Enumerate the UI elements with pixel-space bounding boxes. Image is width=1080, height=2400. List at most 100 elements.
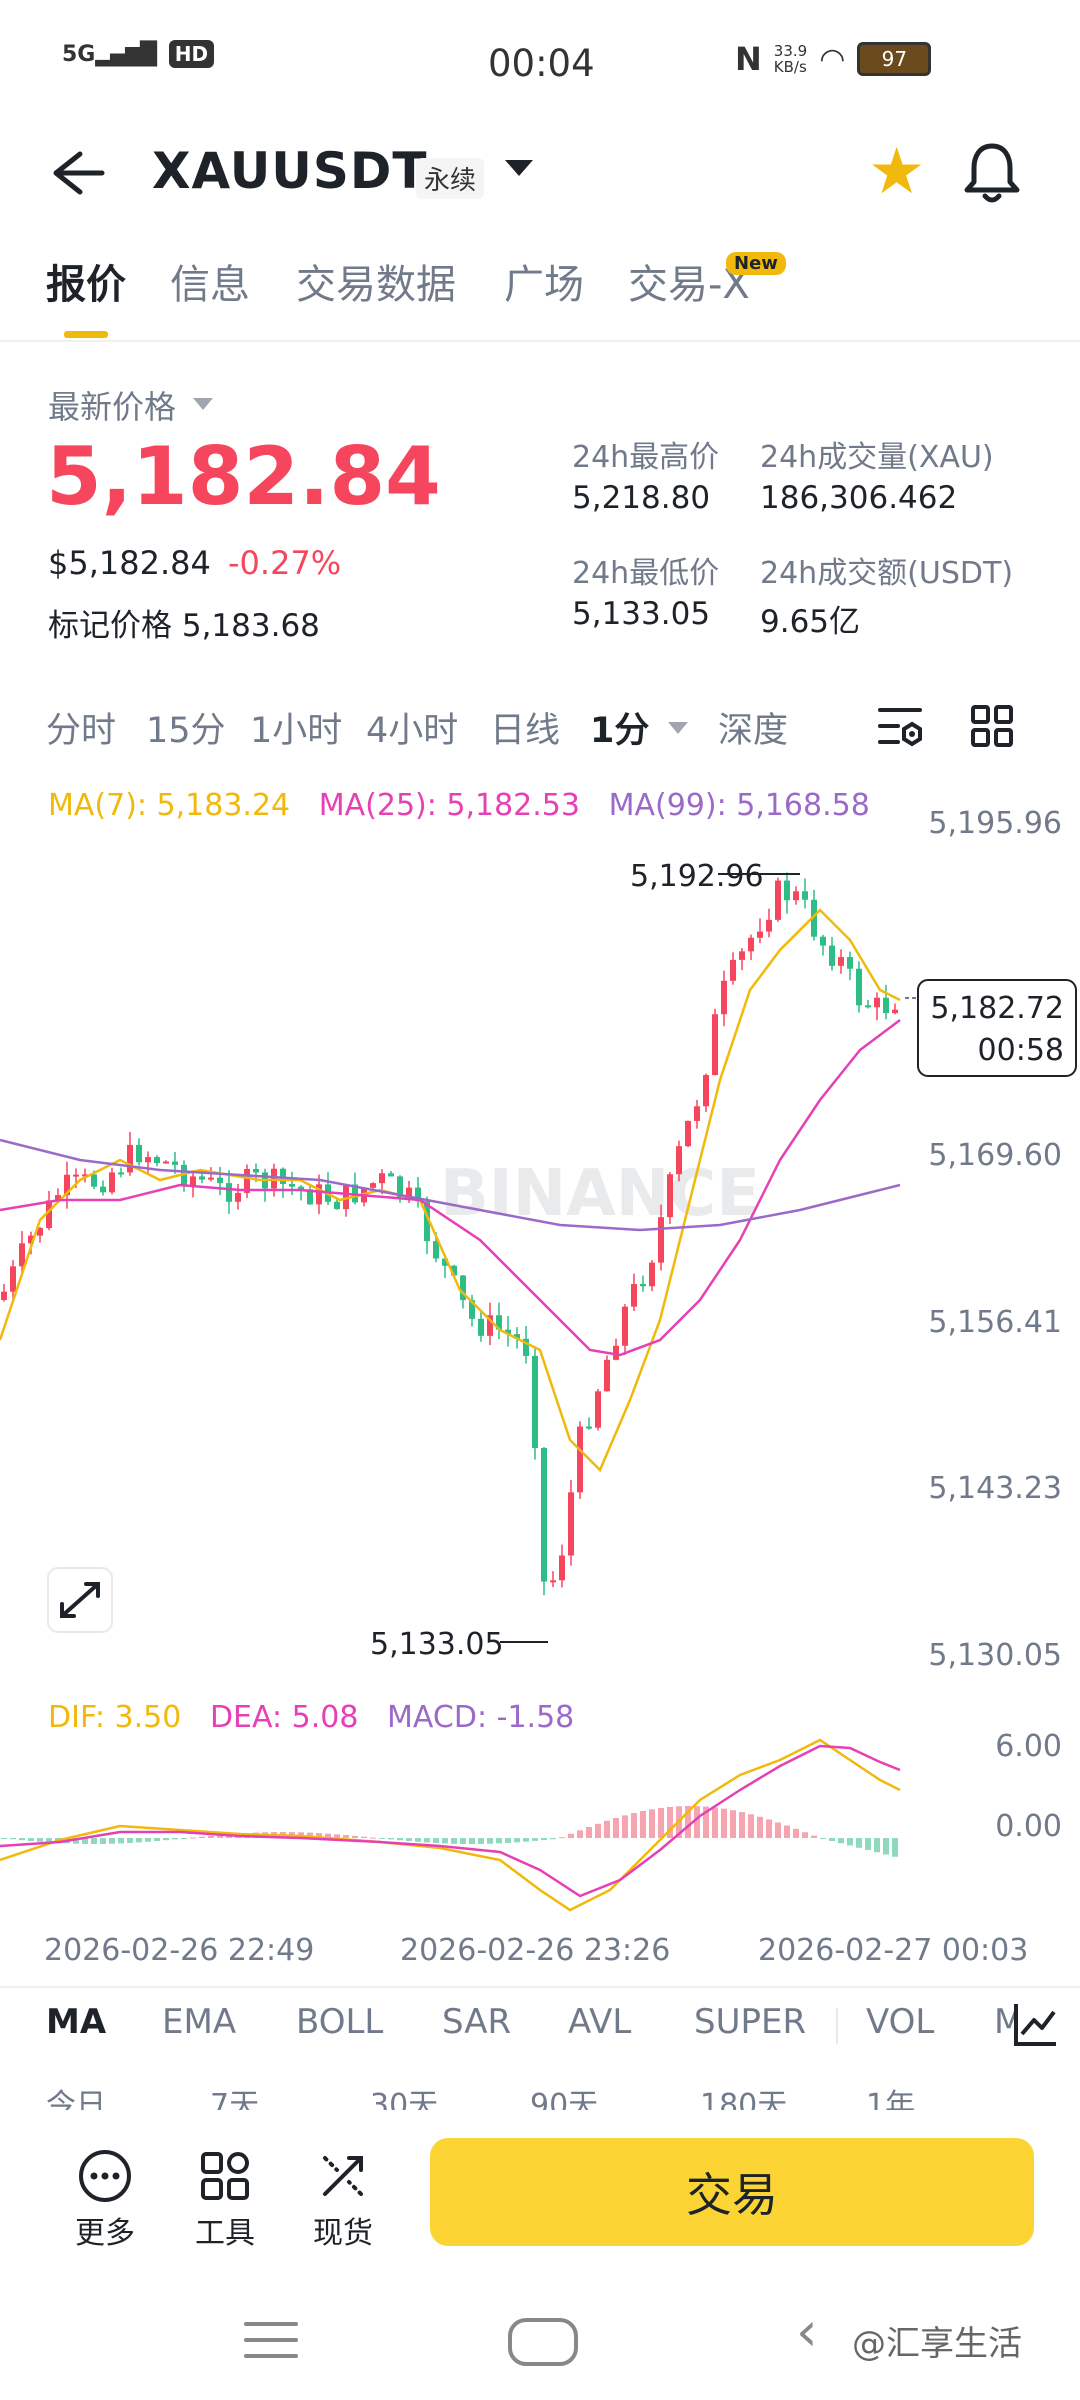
new-badge: New [726, 252, 786, 275]
macd-bar [469, 1838, 475, 1844]
macd-bar [370, 1837, 376, 1839]
candle [622, 1306, 628, 1346]
status-icons: N 33.9 KB/s ◠ 97 [735, 40, 932, 78]
period-30d[interactable]: 30天 [370, 2088, 439, 2110]
indicator-vol[interactable]: VOL [866, 2002, 935, 2042]
low-marker: 5,133.05 [370, 1627, 504, 1662]
macd-bar [856, 1838, 862, 1848]
ma99-line [0, 1138, 901, 1232]
candle [244, 1168, 250, 1193]
nav-menu-icon[interactable] [244, 2320, 298, 2364]
chart-settings-icon[interactable] [876, 704, 924, 754]
nav-back-icon[interactable]: ‹ [796, 2300, 818, 2363]
active-tab-indicator [64, 331, 108, 338]
candle [64, 1174, 70, 1196]
indicator-macd[interactable]: M [994, 2002, 1014, 2042]
layout-grid-icon[interactable] [970, 704, 1014, 752]
price-type-label[interactable]: 最新价格 [48, 388, 177, 426]
macd-bar [145, 1838, 151, 1842]
candle [28, 1235, 34, 1244]
indicator-settings-icon[interactable] [1012, 2000, 1060, 2052]
dif-label: DIF: 3.50 [48, 1700, 182, 1735]
nav-home-icon[interactable] [508, 2318, 578, 2366]
tab-square[interactable]: 广场 [504, 262, 584, 308]
tab-info[interactable]: 信息 [170, 262, 250, 308]
interval-timeshare[interactable]: 分时 [46, 711, 117, 751]
low-value: 5,133.05 [572, 596, 711, 632]
back-arrow-icon[interactable] [46, 148, 106, 198]
indicator-boll[interactable]: BOLL [296, 2002, 384, 2042]
tools-button[interactable]: 工具 [180, 2148, 270, 2252]
macd-bar [325, 1833, 331, 1838]
more-label: 更多 [75, 2216, 135, 2251]
price-change-percent: -0.27% [228, 544, 342, 582]
expand-icon[interactable] [60, 1582, 100, 1618]
macd-bar [883, 1838, 889, 1855]
tab-quote[interactable]: 报价 [46, 262, 126, 308]
interval-1h[interactable]: 1小时 [250, 711, 343, 751]
candle [397, 1176, 403, 1198]
clock: 00:04 [488, 42, 595, 85]
spot-button[interactable]: 现货 [298, 2148, 388, 2252]
spot-label: 现货 [313, 2216, 373, 2251]
price-type-caret-icon[interactable] [193, 398, 213, 410]
more-button[interactable]: 更多 [60, 2148, 150, 2252]
ma25-line [0, 1019, 901, 1357]
macd-bar [46, 1838, 52, 1843]
candle [82, 1174, 88, 1177]
price-chart[interactable]: BINANCE 5,195.96 5,169.60 5,156.41 5,143… [0, 770, 1080, 1970]
period-90d[interactable]: 90天 [530, 2088, 599, 2110]
macd-bar [874, 1838, 880, 1853]
candle [847, 957, 853, 969]
period-7d[interactable]: 7天 [210, 2088, 260, 2110]
indicator-ma[interactable]: MA [46, 2002, 107, 2042]
trade-button[interactable]: 交易 [430, 2138, 1034, 2246]
divider [836, 2008, 838, 2044]
candle [136, 1144, 142, 1163]
indicator-super[interactable]: SUPER [694, 2002, 807, 2042]
macd-bar [334, 1834, 340, 1838]
candle [172, 1161, 178, 1165]
indicator-sar[interactable]: SAR [442, 2002, 512, 2042]
volume-value: 186,306.462 [760, 480, 958, 516]
candle [100, 1186, 106, 1193]
candle [190, 1176, 196, 1186]
favorite-star-icon[interactable]: ★ [868, 135, 926, 209]
tab-trading-data[interactable]: 交易数据 [296, 262, 456, 308]
period-180d[interactable]: 180天 [700, 2088, 788, 2110]
macd-bar [703, 1806, 709, 1838]
indicator-avl[interactable]: AVL [568, 2002, 632, 2042]
candle [505, 1329, 511, 1335]
period-1y[interactable]: 1年 [866, 2088, 916, 2110]
symbol-title[interactable]: XAUUSDT [152, 142, 428, 200]
ma-legend: MA(7): 5,183.24 MA(25): 5,182.53 MA(99):… [48, 788, 870, 823]
bell-icon[interactable] [962, 140, 1022, 208]
macd-bar [487, 1838, 493, 1844]
macd-bar [694, 1806, 700, 1838]
symbol-dropdown-icon[interactable] [505, 160, 533, 176]
candle [298, 1186, 304, 1190]
candle [649, 1262, 655, 1287]
candle [703, 1075, 709, 1107]
macd-bar [379, 1838, 385, 1839]
low-label: 24h最低价 [572, 556, 720, 591]
interval-1m[interactable]: 1分 [590, 711, 650, 751]
indicator-ema[interactable]: EMA [162, 2002, 237, 2042]
hd-badge: HD [168, 40, 215, 68]
candle [640, 1283, 646, 1287]
period-today[interactable]: 今日 [46, 2088, 106, 2110]
macd-bar [478, 1838, 484, 1844]
high-marker: 5,192.96 [630, 859, 764, 894]
candle [307, 1189, 313, 1205]
interval-more-caret-icon[interactable] [668, 722, 688, 734]
interval-4h[interactable]: 4小时 [366, 711, 459, 751]
interval-1d[interactable]: 日线 [490, 711, 561, 751]
candle [748, 937, 754, 952]
ma99-label: MA(99): 5,168.58 [608, 788, 870, 823]
interval-15m[interactable]: 15分 [146, 711, 226, 751]
macd-bar [658, 1807, 664, 1838]
interval-depth[interactable]: 深度 [718, 711, 789, 751]
tools-label: 工具 [195, 2216, 255, 2251]
macd-bar [172, 1838, 178, 1840]
macd-bar [847, 1838, 853, 1846]
